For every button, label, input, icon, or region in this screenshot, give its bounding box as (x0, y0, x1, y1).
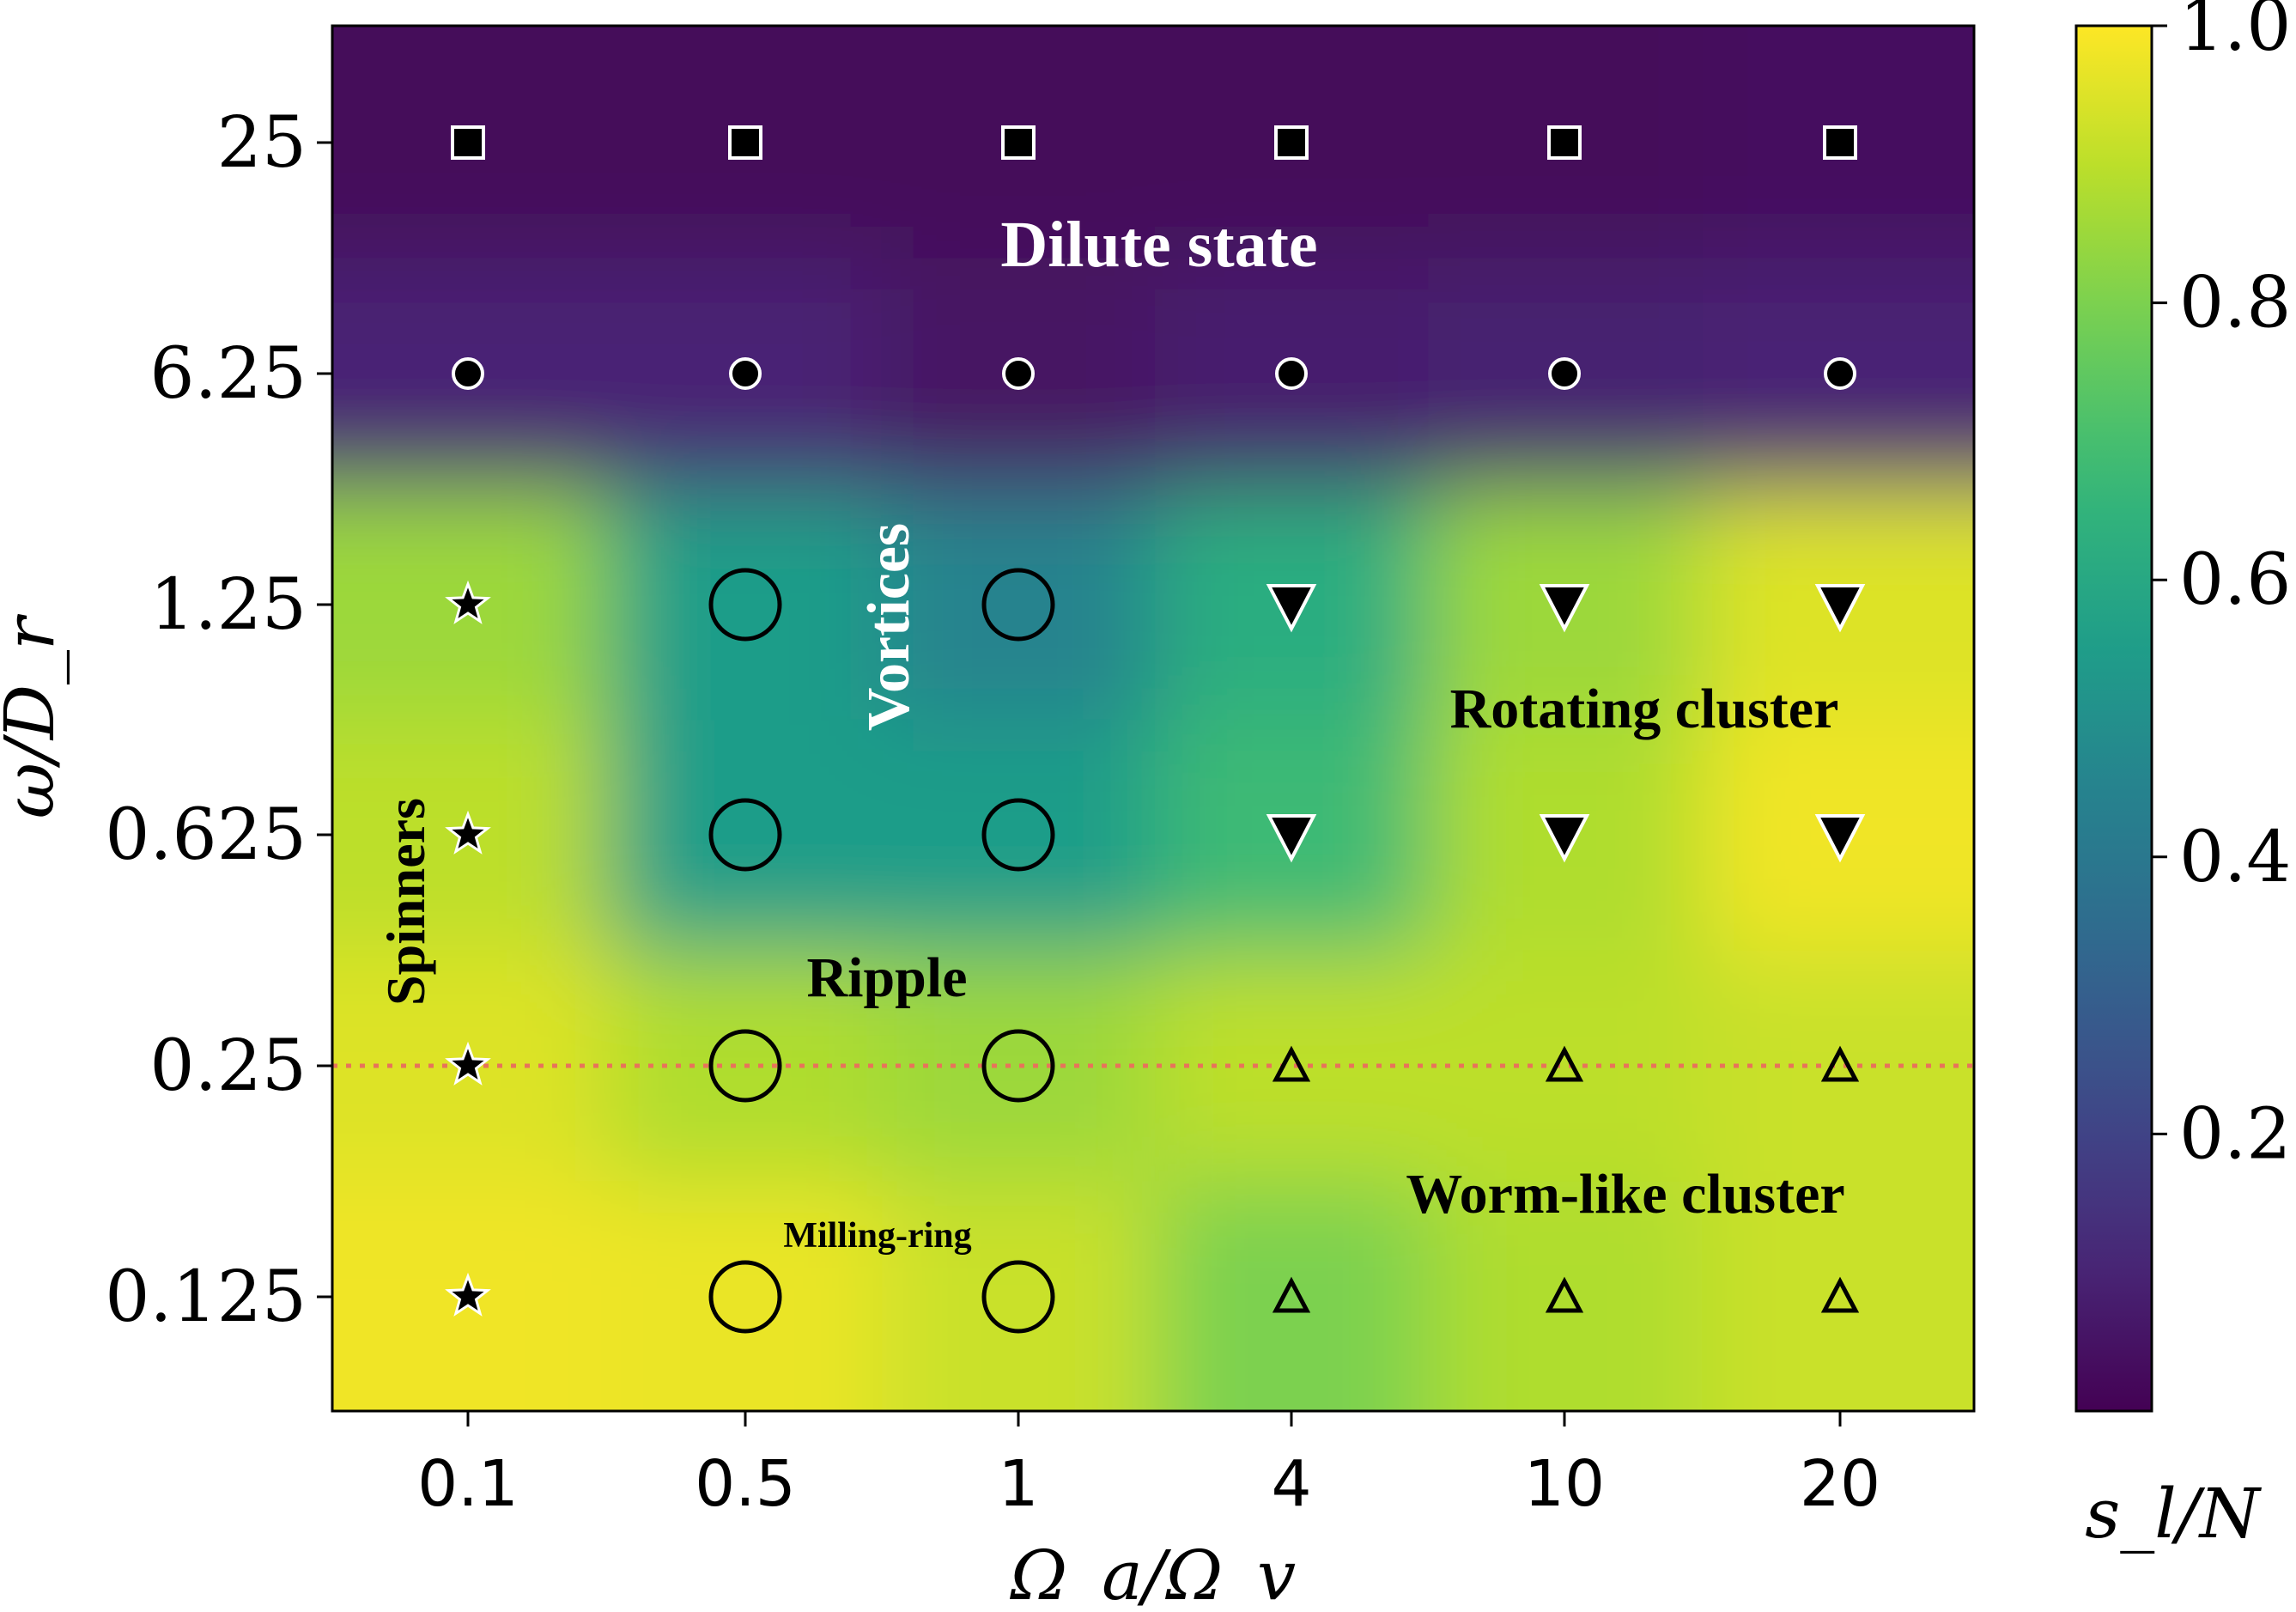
marker-ring (708, 568, 782, 642)
marker-ring (981, 1260, 1055, 1334)
marker-triangle-up (1545, 1276, 1584, 1313)
heat-cell (606, 720, 882, 951)
heat-cell (882, 1181, 1155, 1411)
heat-cell (1155, 950, 1428, 1182)
marker-square (1547, 125, 1582, 160)
annotation-worm-like-cluster: Worm-like cluster (1406, 1163, 1844, 1226)
marker-triangle-down (1814, 814, 1866, 863)
y-tick-label: 0.625 (105, 794, 307, 876)
marker-ring (981, 1029, 1055, 1103)
x-axis: 0.1 0.5 1 4 10 20 (417, 1411, 1880, 1521)
marker-ring (981, 568, 1055, 642)
marker-star (445, 1041, 491, 1086)
plot-frame (331, 24, 1976, 1413)
y-axis: 25 6.25 1.25 0.625 0.25 0.125 (105, 102, 332, 1338)
heat-cell (1155, 1181, 1428, 1411)
colorbar-tick-label: 0.2 (2179, 1093, 2291, 1175)
annotation-vortices: Vortices (856, 523, 922, 731)
marker-triangle-up (1820, 1045, 1860, 1082)
x-axis-label: Ω_a/Ω_v (1010, 1536, 1297, 1612)
annotation-spinners: Spinners (375, 798, 436, 1006)
marker-triangle-down (1266, 584, 1317, 633)
y-axis-label: ω/D_r (0, 613, 70, 818)
marker-triangle-down (1814, 584, 1866, 633)
x-tick-label: 0.1 (417, 1447, 519, 1521)
marker-square (1001, 125, 1036, 160)
colorbar-tick-label: 0.4 (2179, 817, 2291, 898)
marker-square (451, 125, 485, 160)
marker-triangle-down (1539, 584, 1590, 633)
colorbar-tick-label: 1.0 (2179, 0, 2291, 67)
marker-dot (729, 357, 762, 390)
marker-dot (1548, 357, 1581, 390)
y-tick-label: 1.25 (149, 564, 307, 646)
marker-square (1823, 125, 1857, 160)
marker-star (445, 1272, 491, 1317)
colorbar-label: s_l/N (2085, 1474, 2263, 1554)
marker-triangle-up (1272, 1045, 1311, 1082)
x-tick-label: 0.5 (695, 1447, 796, 1521)
colorbar-tick-label: 0.8 (2179, 263, 2291, 344)
marker-ring (708, 1260, 782, 1334)
marker-triangle-up (1820, 1276, 1860, 1313)
heat-cell (1702, 720, 1974, 951)
colorbar-gradient (2074, 24, 2153, 1413)
marker-triangle-down (1266, 814, 1317, 863)
marker-dot (1002, 357, 1035, 390)
marker-triangle-up (1545, 1045, 1584, 1082)
marker-dot (452, 357, 484, 390)
marker-square (1274, 125, 1309, 160)
marker-square (728, 125, 762, 160)
x-tick-label: 4 (1271, 1447, 1311, 1521)
heat-cell (882, 720, 1155, 951)
heatmap-cells (332, 26, 1974, 1411)
heat-cell (332, 1181, 607, 1411)
marker-dot (1275, 357, 1308, 390)
marker-ring (981, 798, 1055, 872)
marker-triangle-down (1539, 814, 1590, 863)
heat-cell (1702, 258, 1974, 490)
region-annotations: Dilute state Vortices Rotating cluster S… (375, 209, 1845, 1256)
heat-cell (882, 489, 1155, 720)
heat-cell (1702, 1181, 1974, 1411)
annotation-ripple: Ripple (806, 946, 967, 1009)
colorbar: 0.2 0.4 0.6 0.8 1.0 s_l/N (2074, 0, 2291, 1554)
y-tick-label: 0.25 (149, 1025, 307, 1107)
x-tick-label: 10 (1524, 1447, 1605, 1521)
marker-ring (708, 798, 782, 872)
y-tick-label: 25 (217, 102, 307, 184)
heat-cell (1428, 950, 1703, 1182)
marker-triangle-up (1272, 1276, 1311, 1313)
y-tick-label: 6.25 (149, 333, 307, 415)
annotation-dilute-state: Dilute state (1000, 209, 1317, 281)
colorbar-ticks: 0.2 0.4 0.6 0.8 1.0 (2152, 0, 2291, 1175)
heat-cell (606, 489, 882, 720)
colorbar-tick-label: 0.6 (2179, 539, 2291, 621)
heat-cell (606, 1181, 882, 1411)
heatmap-area (331, 24, 1976, 1413)
heat-cell (1428, 1181, 1703, 1411)
marker-ring (708, 1029, 782, 1103)
marker-star (445, 580, 491, 624)
x-tick-label: 1 (998, 1447, 1038, 1521)
phase-markers (445, 125, 1866, 1334)
annotation-rotating-cluster: Rotating cluster (1450, 678, 1839, 740)
marker-dot (1824, 357, 1856, 390)
marker-star (445, 810, 491, 855)
annotation-milling-ring: Milling-ring (783, 1216, 971, 1256)
x-tick-label: 20 (1800, 1447, 1880, 1521)
heat-cell (1702, 26, 1974, 259)
y-tick-label: 0.125 (105, 1256, 307, 1338)
